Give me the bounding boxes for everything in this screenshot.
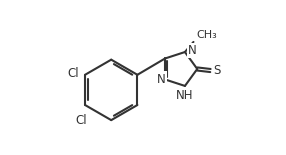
Text: N: N (157, 73, 166, 86)
Text: N: N (188, 44, 196, 57)
Text: Cl: Cl (76, 114, 87, 127)
Text: NH: NH (175, 89, 193, 102)
Text: Cl: Cl (67, 67, 79, 80)
Text: CH₃: CH₃ (196, 30, 217, 40)
Text: S: S (213, 64, 221, 77)
